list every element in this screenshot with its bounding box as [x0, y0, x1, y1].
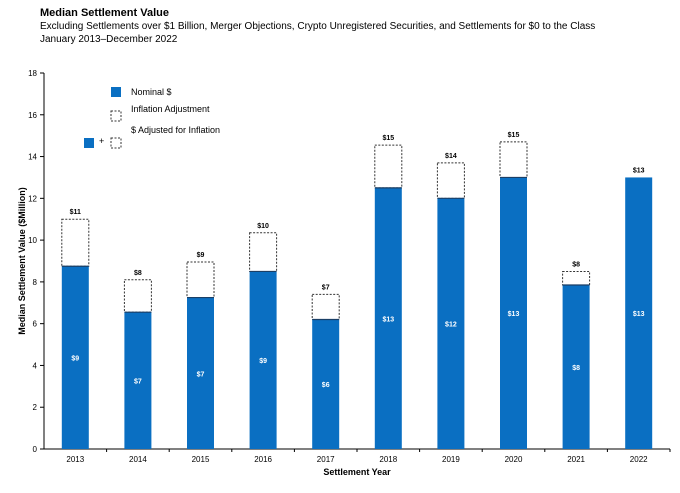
- y-tick-label: 18: [28, 69, 37, 78]
- nominal-value-label: $9: [259, 358, 267, 365]
- nominal-value-label: $6: [322, 382, 330, 389]
- x-tick-label: 2013: [66, 455, 84, 464]
- legend-plus-symbol: +: [99, 136, 104, 146]
- nominal-bar: [61, 266, 89, 449]
- legend-adjusted-swatch-solid: [84, 138, 94, 148]
- x-tick-label: 2020: [505, 455, 523, 464]
- nominal-bar: [625, 177, 653, 449]
- x-tick-label: 2018: [379, 455, 397, 464]
- adjusted-value-label: $10: [257, 223, 269, 230]
- y-tick-label: 4: [33, 361, 38, 370]
- adjusted-value-label: $8: [572, 261, 580, 268]
- nominal-value-label: $9: [71, 356, 79, 363]
- inflation-adjustment-bar: [436, 162, 465, 199]
- x-tick-label: 2017: [317, 455, 335, 464]
- legend-nominal-label: Nominal $: [131, 87, 172, 97]
- chart-title: Median Settlement Value: [40, 7, 169, 19]
- nominal-bar: [312, 319, 340, 449]
- inflation-adjustment-bar: [249, 232, 278, 272]
- chart-header: Median Settlement Value Excluding Settle…: [40, 7, 595, 46]
- y-tick-label: 10: [28, 236, 37, 245]
- y-tick-label: 12: [28, 194, 37, 203]
- adjusted-value-label: $15: [508, 132, 520, 139]
- chart-date-range: January 2013–December 2022: [40, 34, 178, 45]
- y-tick-label: 16: [28, 111, 37, 120]
- nominal-value-label: $7: [197, 371, 205, 378]
- chart-axes: 0 2 4 6 8 10 12 14 16 18 Median Settlement Value (…: [17, 69, 671, 477]
- nominal-value-label: $7: [134, 379, 142, 386]
- nominal-value-label: $13: [382, 316, 394, 323]
- y-tick-label: 8: [33, 278, 38, 287]
- chart-bars: $9 $11 $7 $8 $7 $9 $9 $10 $6 $7 $13 $15 $12 $14 $13 $15…: [61, 132, 653, 449]
- nominal-value-label: $13: [508, 311, 520, 318]
- y-tick-label: 6: [33, 320, 38, 329]
- adjusted-value-label: $8: [134, 270, 142, 277]
- x-tick-label: 2021: [567, 455, 585, 464]
- inflation-adjustment-bar: [562, 270, 591, 286]
- legend-nominal-swatch: [111, 87, 121, 97]
- inflation-adjustment-bar: [311, 293, 340, 320]
- inflation-adjustment-bar: [186, 261, 215, 299]
- nominal-bar: [374, 187, 402, 449]
- nominal-value-label: $13: [633, 311, 645, 318]
- x-tick-label: 2016: [254, 455, 272, 464]
- nominal-bar: [124, 312, 152, 449]
- inflation-adjustment-bar: [123, 279, 152, 313]
- y-tick-label: 0: [33, 445, 38, 454]
- x-axis-label: Settlement Year: [323, 467, 391, 477]
- inflation-adjustment-bar: [61, 218, 90, 267]
- y-tick-label: 14: [28, 153, 37, 162]
- legend-adjustment-swatch: [110, 110, 122, 122]
- nominal-value-label: $8: [572, 365, 580, 372]
- adjusted-value-label: $15: [382, 135, 394, 142]
- chart-legend: Nominal $ Inflation Adjustment + $ Adjus…: [84, 87, 220, 149]
- nominal-bar: [500, 177, 527, 449]
- legend-adjusted-label: $ Adjusted for Inflation: [131, 125, 220, 135]
- adjusted-value-label: $13: [633, 167, 645, 174]
- adjusted-value-label: $7: [322, 284, 330, 291]
- adjusted-value-label: $14: [445, 153, 457, 160]
- nominal-bar: [249, 271, 277, 449]
- x-tick-label: 2019: [442, 455, 460, 464]
- nominal-bar: [562, 285, 590, 449]
- chart-subtitle: Excluding Settlements over $1 Billion, M…: [40, 21, 596, 32]
- adjusted-value-label: $9: [197, 252, 205, 259]
- x-tick-label: 2015: [192, 455, 210, 464]
- y-axis-label: Median Settlement Value ($Million): [17, 187, 27, 335]
- inflation-adjustment-bar: [499, 141, 528, 178]
- nominal-value-label: $12: [445, 322, 457, 329]
- nominal-bar: [437, 198, 465, 449]
- x-tick-label: 2014: [129, 455, 147, 464]
- adjusted-value-label: $11: [70, 209, 81, 216]
- nominal-bar: [187, 297, 214, 449]
- legend-adjustment-label: Inflation Adjustment: [131, 104, 210, 114]
- legend-adjusted-swatch-dashed: [110, 137, 122, 149]
- x-tick-label: 2022: [630, 455, 648, 464]
- inflation-adjustment-bar: [374, 144, 403, 189]
- y-tick-label: 2: [33, 403, 38, 412]
